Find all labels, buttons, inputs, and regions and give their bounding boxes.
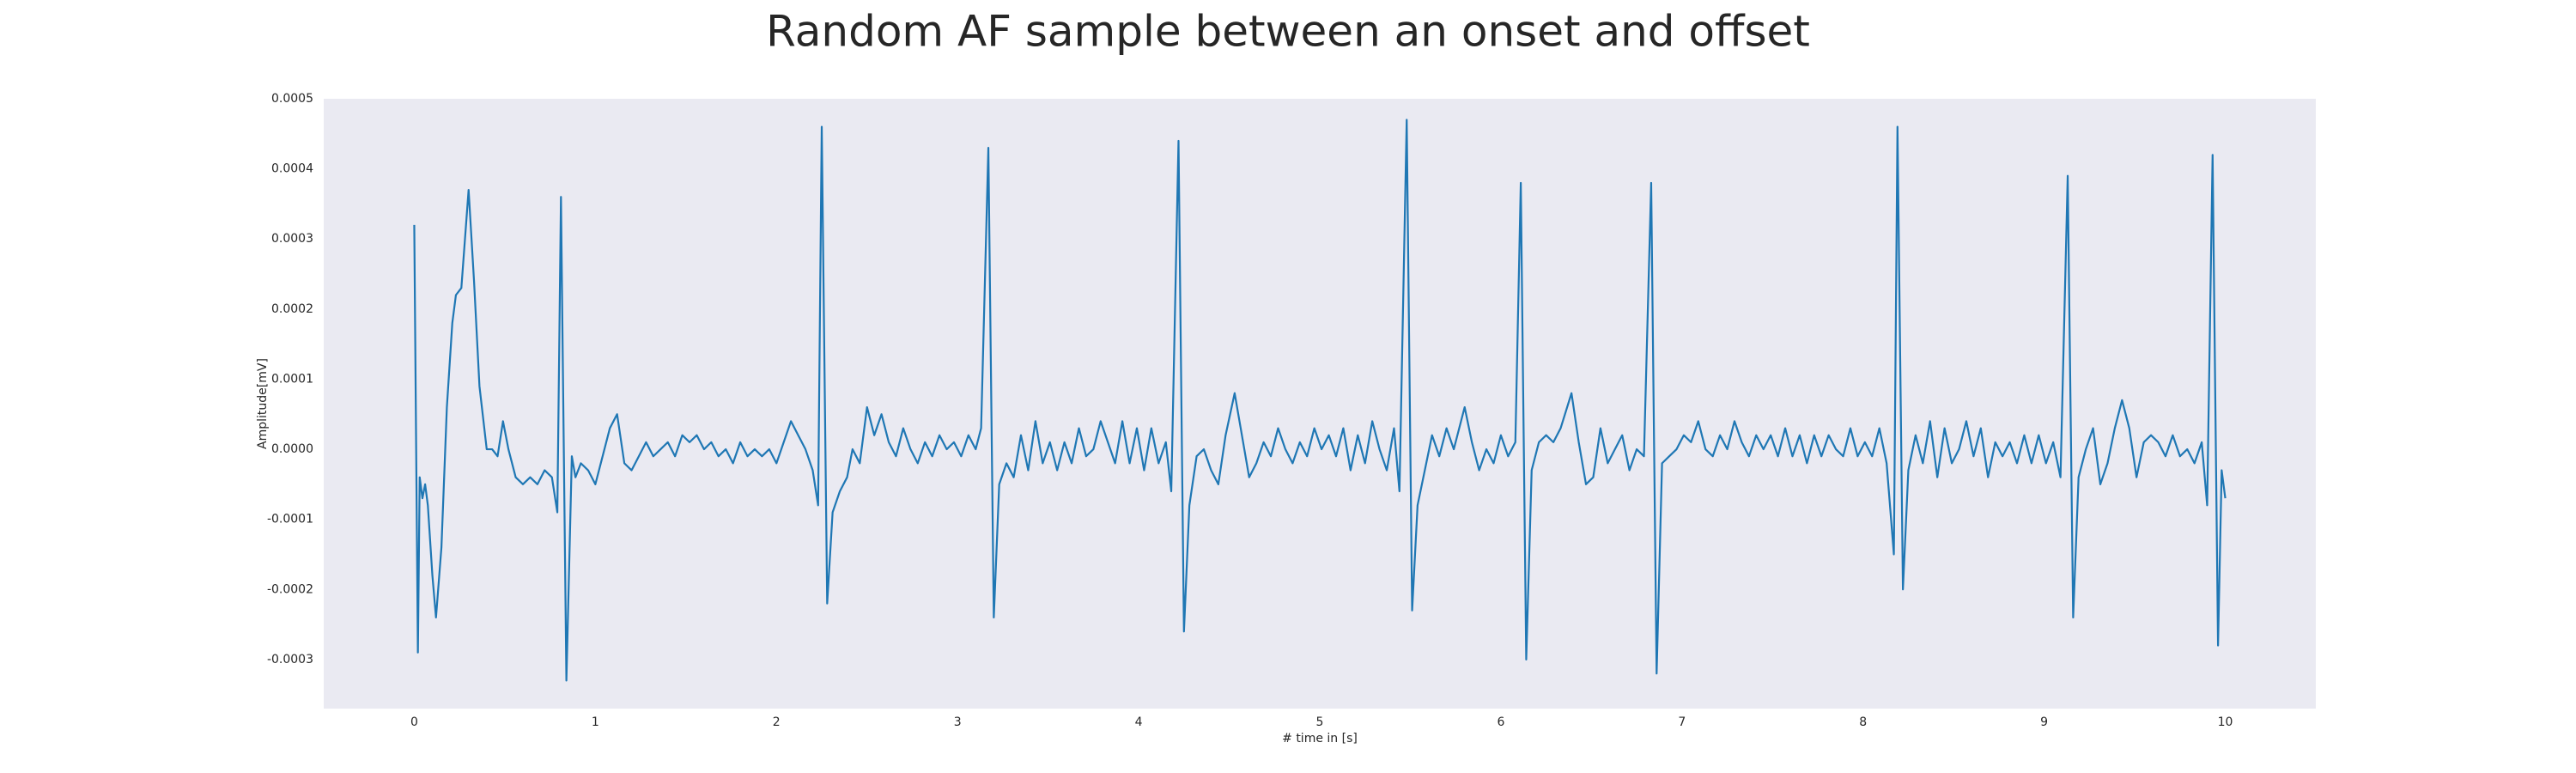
chart-title: Random AF sample between an onset and of…: [766, 7, 1810, 57]
y-tick-label: 0.0000: [271, 442, 313, 456]
x-tick-label: 8: [1859, 715, 1867, 729]
y-tick-label: -0.0001: [267, 513, 313, 526]
x-tick-label: 1: [592, 715, 599, 729]
x-tick-label: 5: [1316, 715, 1324, 729]
x-tick-label: 3: [954, 715, 962, 729]
y-tick-label: 0.0001: [271, 372, 313, 386]
y-tick-label: 0.0002: [271, 302, 313, 316]
x-tick-label: 0: [410, 715, 418, 729]
y-tick-label: -0.0003: [267, 653, 313, 666]
marks: [413, 119, 2227, 682]
x-tick-label: 4: [1135, 715, 1143, 729]
y-tick-label: 0.0003: [271, 232, 313, 246]
y-tick-label: 0.0004: [271, 162, 313, 176]
x-tick-label: 6: [1497, 715, 1504, 729]
x-tick-label: 10: [2218, 715, 2233, 729]
y-axis-label: Amplitude[mV]: [256, 358, 270, 449]
y-tick-label: 0.0005: [271, 92, 313, 106]
y-tick-label: -0.0002: [267, 582, 313, 596]
labels: 0 1 2 3 4 5 6 7 8 9 10 -0.0003 -0.0002 -0.0001 0.0000 0…: [267, 92, 2233, 729]
x-axis-label: # time in [s]: [1282, 732, 1358, 746]
line: [413, 119, 2227, 682]
x-tick-label: 9: [2040, 715, 2048, 729]
x-tick-label: 2: [773, 715, 781, 729]
x-tick-label: 7: [1678, 715, 1686, 729]
plot-background: [324, 99, 2316, 709]
